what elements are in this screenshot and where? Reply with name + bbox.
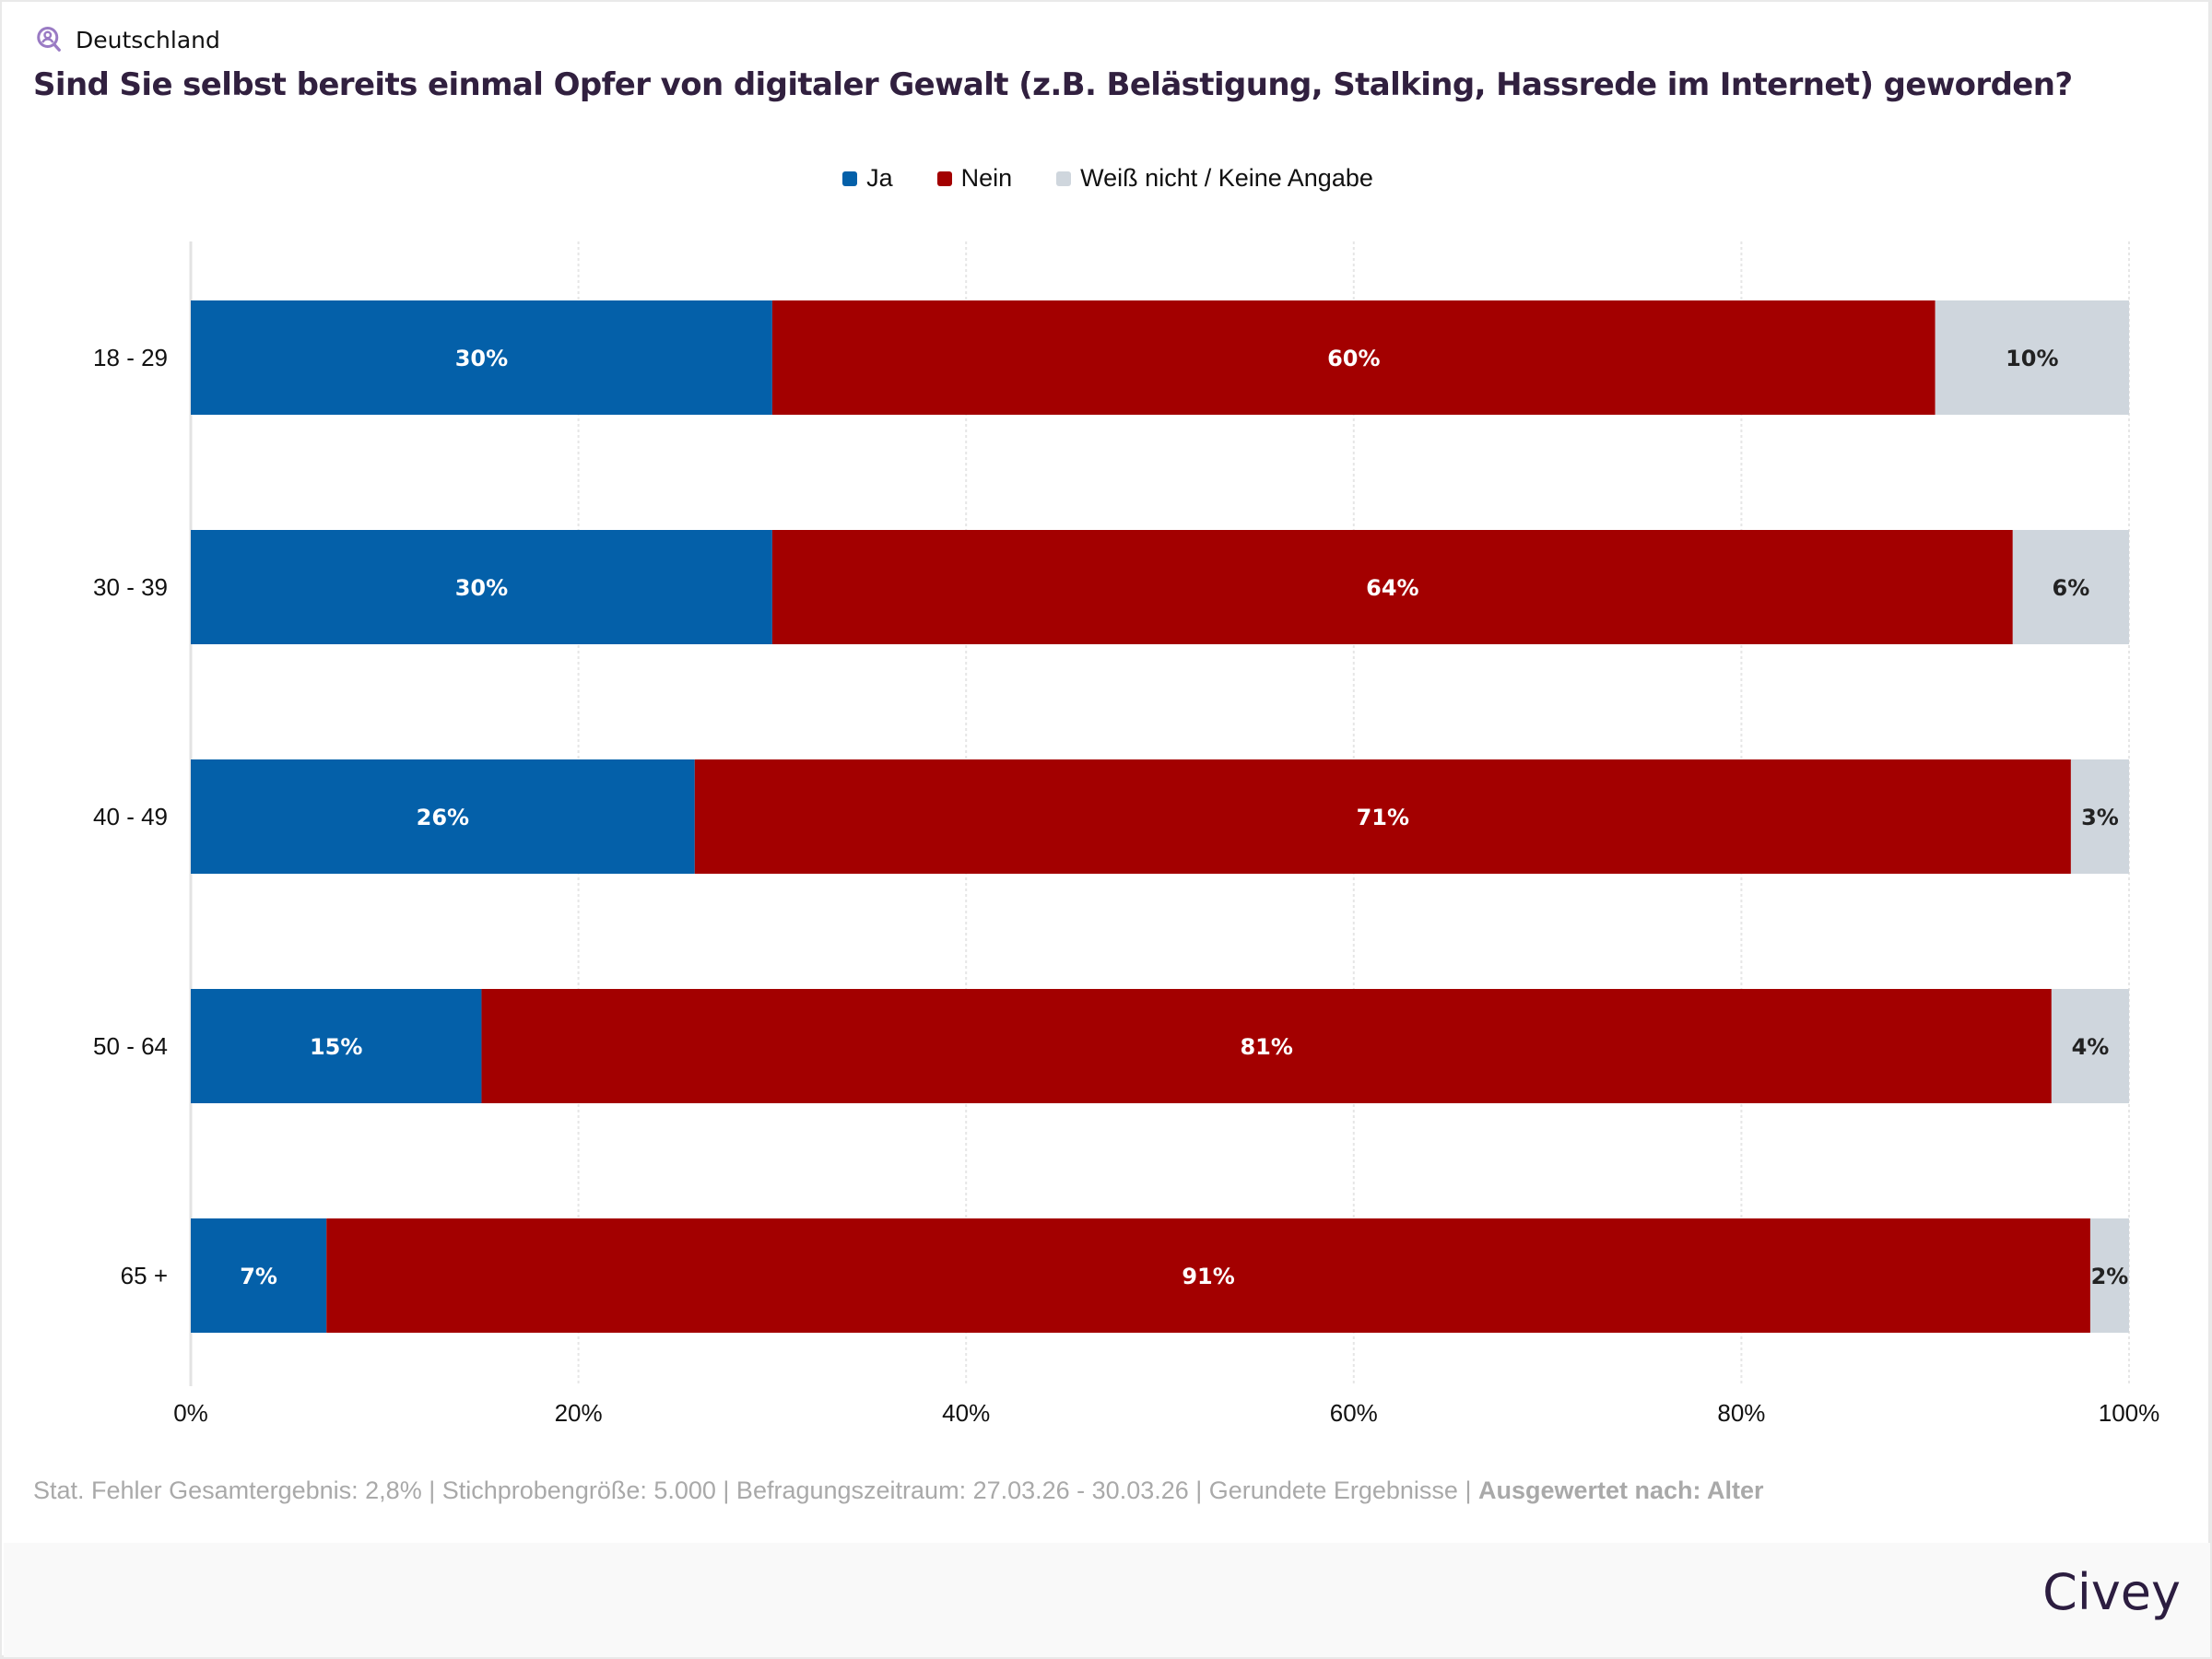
category-label: 40 - 49 [93,803,168,830]
data-label: 3% [2081,805,2119,830]
data-label: 7% [240,1264,277,1289]
x-tick-label: 60% [1330,1399,1378,1427]
data-label: 10% [2006,346,2058,371]
data-label: 15% [310,1034,362,1060]
legend-swatch-ja [842,171,858,186]
bar-segment-wei-nicht-keine-angabe [2051,989,2129,1103]
legend-label-weiss-nicht: Weiß nicht / Keine Angabe [1080,164,1373,192]
x-tick-label: 100% [2099,1399,2160,1427]
footer-note: Stat. Fehler Gesamtergebnis: 2,8% | Stic… [33,1477,1764,1505]
bar-segment-wei-nicht-keine-angabe [1935,300,2129,415]
bar-segment-ja [191,300,772,415]
legend-swatch-weiss-nicht [1056,171,1072,186]
footer-band: Civey [4,1543,2210,1657]
data-label: 71% [1357,805,1409,830]
region-header: Deutschland [35,26,220,53]
data-label: 64% [1366,575,1418,601]
x-tick-label: 20% [555,1399,603,1427]
location-person-search-icon [37,27,61,52]
bar-segment-nein [771,530,2013,644]
region-label: Deutschland [76,26,220,53]
legend-swatch-nein [936,171,952,186]
bar-segment-nein [481,989,2052,1103]
data-label: 30% [455,575,508,601]
data-label: 60% [1327,346,1380,371]
x-tick-label: 40% [942,1399,990,1427]
footer-evaluated-by: Ausgewertet nach: Alter [1477,1477,1764,1504]
bar-segment-nein [694,759,2071,874]
category-label: 50 - 64 [93,1032,168,1060]
legend-item-ja[interactable]: Ja [842,164,893,193]
bar-segment-wei-nicht-keine-angabe [2070,759,2129,874]
data-label: 26% [417,805,469,830]
bar-segment-ja [191,1218,327,1333]
data-label: 4% [2072,1034,2110,1060]
data-label: 6% [2053,575,2090,601]
legend: Ja Nein Weiß nicht / Keine Angabe [2,164,2212,193]
bar-segment-ja [191,530,772,644]
legend-label-ja: Ja [866,164,893,192]
bar-segment-wei-nicht-keine-angabe [2012,530,2129,644]
legend-item-nein[interactable]: Nein [936,164,1013,193]
legend-item-weiss-nicht[interactable]: Weiß nicht / Keine Angabe [1056,164,1373,193]
data-label: 2% [2091,1264,2129,1289]
bar-segment-ja [191,759,695,874]
civey-logo: Civey [2042,1563,2181,1621]
x-tick-label: 0% [173,1399,208,1427]
data-label: 81% [1240,1034,1292,1060]
x-tick-label: 80% [1717,1399,1765,1427]
bar-segment-wei-nicht-keine-angabe [2089,1218,2129,1333]
footer-stats: Stat. Fehler Gesamtergebnis: 2,8% | Stic… [33,1477,1478,1504]
chart-title: Sind Sie selbst bereits einmal Opfer von… [33,66,2073,103]
bar-segment-nein [771,300,1936,415]
category-label: 18 - 29 [93,344,168,371]
data-label: 91% [1182,1264,1234,1289]
bar-segment-ja [191,989,482,1103]
bar-segment-nein [326,1218,2090,1333]
legend-label-nein: Nein [960,164,1013,192]
data-label: 30% [455,346,508,371]
category-label: 30 - 39 [93,573,168,601]
category-label: 65 + [121,1262,168,1289]
